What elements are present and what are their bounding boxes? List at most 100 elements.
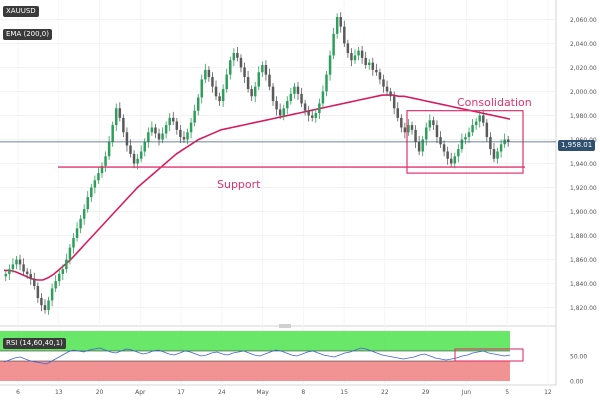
price-tick-label: 2,060.00: [570, 17, 597, 24]
candle-body: [107, 141, 111, 157]
candle-body: [18, 259, 22, 265]
candle-body: [432, 120, 435, 126]
candle-body: [72, 237, 75, 248]
price-tick-label: 1,820.00: [570, 305, 597, 312]
candle-body: [82, 209, 86, 219]
candle-body: [293, 86, 296, 94]
candle-body: [428, 120, 432, 128]
candle-body: [482, 115, 485, 123]
candle-body: [129, 145, 132, 154]
time-tick-label: 29: [422, 389, 430, 396]
candle-body: [172, 117, 175, 122]
candle-body: [75, 228, 79, 238]
candle-body: [250, 89, 253, 97]
candle-body: [4, 273, 8, 277]
time-tick-label: 12: [544, 389, 552, 396]
candle-body: [310, 115, 314, 118]
last-price-badge: 1,958.01: [558, 140, 596, 151]
rsi-line: [3, 347, 524, 365]
candle-body: [100, 165, 104, 174]
candle-body: [378, 72, 382, 80]
candle-body: [364, 57, 367, 66]
candle-body: [175, 121, 179, 130]
candle-body: [446, 151, 449, 159]
price-tick-label: 1,940.00: [570, 161, 597, 168]
time-tick-label: Jun: [461, 389, 472, 396]
time-tick-label: May: [256, 389, 269, 396]
symbol-label: XAUUSD: [3, 6, 39, 17]
candle-body: [93, 180, 97, 188]
ema-200-path: [4, 94, 511, 281]
candle-body: [136, 158, 139, 164]
annotations: [0, 110, 556, 174]
candles: [4, 12, 510, 315]
candle-body: [335, 17, 339, 34]
candle-body: [236, 53, 239, 58]
time-tick-label: 6: [16, 389, 20, 396]
candle-body: [282, 108, 285, 116]
candle-body: [218, 96, 221, 102]
candle-body: [275, 101, 278, 110]
candle-body: [161, 133, 164, 140]
candle-body: [321, 91, 325, 104]
candle-body: [396, 108, 400, 118]
candle-body: [382, 79, 385, 87]
candle-body: [264, 65, 268, 75]
price-tick-label: 1,980.00: [570, 113, 597, 120]
support-label: Support: [217, 178, 261, 191]
candle-body: [154, 127, 157, 134]
candle-body: [339, 17, 342, 27]
candle-body: [118, 108, 122, 118]
panel-resize-handle[interactable]: [279, 324, 291, 328]
candle-body: [97, 173, 100, 181]
price-tick-label: 2,040.00: [570, 41, 597, 48]
time-tick-label: 20: [96, 389, 104, 396]
candle-body: [350, 53, 353, 61]
rsi-oversold-zone: [0, 361, 510, 381]
candle-body: [68, 247, 72, 260]
rsi-zones: [0, 331, 510, 381]
candle-body: [157, 133, 161, 140]
candle-body: [43, 305, 47, 310]
candle-body: [211, 77, 214, 87]
candle-body: [467, 132, 471, 138]
candle-body: [360, 50, 364, 58]
candle-body: [385, 86, 389, 92]
rsi-consolidation-box: [454, 348, 524, 362]
candle-body: [261, 65, 264, 73]
candle-body: [286, 101, 289, 109]
candle-body: [371, 62, 375, 70]
rsi-path: [3, 347, 511, 365]
time-tick-label: 5: [505, 389, 509, 396]
candle-body: [489, 137, 492, 150]
candle-body: [22, 264, 25, 272]
candle-body: [435, 125, 439, 138]
candle-body: [289, 93, 293, 102]
candle-body: [506, 139, 510, 142]
time-tick-label: 22: [381, 389, 389, 396]
candle-body: [253, 86, 257, 97]
candle-body: [439, 137, 442, 145]
consolidation-label: Consolidation: [457, 96, 532, 109]
candle-body: [189, 122, 193, 133]
candle-body: [54, 281, 57, 289]
time-tick-label: 13: [55, 389, 63, 396]
candle-body: [457, 149, 460, 157]
candle-body: [200, 79, 204, 98]
candle-body: [485, 122, 489, 138]
candle-body: [150, 127, 154, 133]
candle-body: [168, 117, 171, 126]
candle-body: [207, 69, 211, 78]
candle-body: [8, 269, 11, 274]
candle-body: [496, 151, 499, 159]
time-axis: 6 13 20 Apr 17 24 May 8 15 22 29 Jun 5 12: [16, 389, 552, 396]
candle-body: [257, 72, 261, 87]
candle-body: [125, 132, 129, 146]
candle-body: [139, 151, 143, 159]
candle-body: [407, 125, 410, 133]
rsi-indicator-label: RSI (14,60,40,1): [3, 338, 66, 349]
time-tick-label: 8: [301, 389, 305, 396]
candle-body: [11, 264, 15, 270]
candle-body: [449, 158, 453, 164]
